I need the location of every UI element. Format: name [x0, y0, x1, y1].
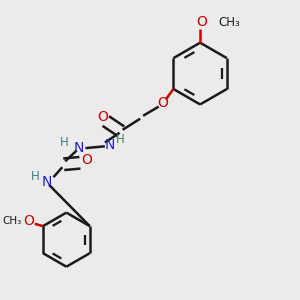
Text: H: H: [31, 169, 40, 182]
Text: O: O: [81, 153, 92, 167]
Text: CH₃: CH₃: [2, 216, 21, 226]
Text: O: O: [23, 214, 34, 228]
Text: H: H: [59, 136, 68, 149]
Text: CH₃: CH₃: [219, 16, 240, 28]
Text: N: N: [104, 138, 115, 152]
Text: O: O: [196, 15, 207, 29]
Text: H: H: [116, 133, 124, 146]
Text: N: N: [74, 141, 84, 155]
Text: N: N: [42, 175, 52, 189]
Text: O: O: [157, 96, 168, 110]
Text: O: O: [97, 110, 108, 124]
